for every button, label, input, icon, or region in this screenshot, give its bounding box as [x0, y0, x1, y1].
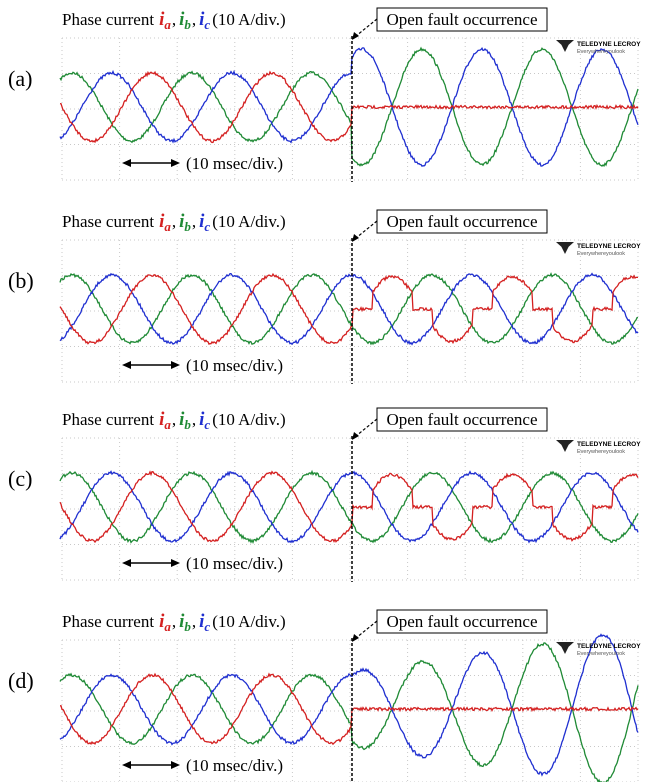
waveform	[60, 635, 638, 776]
time-scale: (10 msec/div.)	[186, 756, 283, 775]
brand: TELEDYNE LECROY	[577, 441, 641, 448]
phase-subscript: b	[184, 619, 191, 634]
panel-label: (b)	[8, 268, 34, 293]
separator: ,	[172, 410, 176, 429]
fault-arrow	[356, 419, 377, 436]
arrowhead	[122, 361, 131, 369]
panel-label: (d)	[8, 668, 34, 693]
title-text: Phase current	[62, 612, 154, 631]
title-text: Phase current	[62, 212, 154, 231]
tagline: Everywhereyoulook	[577, 49, 625, 55]
title-text: (10 A/div.)	[212, 212, 286, 231]
phase-subscript: b	[184, 17, 191, 32]
brand-logo	[556, 440, 574, 452]
phase-subscript: c	[204, 417, 210, 432]
arrowhead	[122, 559, 131, 567]
fault-label: Open fault occurrence	[386, 612, 537, 631]
panel-label: (a)	[8, 66, 32, 91]
time-scale: (10 msec/div.)	[186, 356, 283, 375]
fault-arrowhead	[352, 634, 359, 642]
fault-arrow	[356, 221, 377, 238]
phase-subscript: c	[204, 17, 210, 32]
title-text: (10 A/div.)	[212, 612, 286, 631]
phase-subscript: a	[164, 417, 171, 432]
separator: ,	[192, 612, 196, 631]
fault-arrow	[356, 621, 377, 638]
phase-subscript: b	[184, 219, 191, 234]
arrowhead	[171, 361, 180, 369]
tagline: Everywhereyoulook	[577, 651, 625, 657]
fault-label: Open fault occurrence	[386, 10, 537, 29]
waveform	[60, 48, 638, 166]
separator: ,	[192, 410, 196, 429]
fault-label: Open fault occurrence	[386, 410, 537, 429]
tagline: Everywhereyoulook	[577, 449, 625, 455]
phase-subscript: a	[164, 619, 171, 634]
figure: Open fault occurrence Phase currentia,ib,…	[0, 0, 648, 782]
arrowhead	[171, 159, 180, 167]
arrowhead	[171, 559, 180, 567]
title-text: (10 A/div.)	[212, 10, 286, 29]
separator: ,	[172, 212, 176, 231]
arrowhead	[171, 761, 180, 769]
fault-label: Open fault occurrence	[386, 212, 537, 231]
separator: ,	[192, 212, 196, 231]
arrowhead	[122, 159, 131, 167]
time-scale: (10 msec/div.)	[186, 154, 283, 173]
waveform	[60, 48, 638, 166]
separator: ,	[172, 10, 176, 29]
phase-subscript: a	[164, 219, 171, 234]
panel-label: (c)	[8, 466, 32, 491]
tagline: Everywhereyoulook	[577, 251, 625, 257]
brand: TELEDYNE LECROY	[577, 643, 641, 650]
phase-subscript: c	[204, 619, 210, 634]
brand: TELEDYNE LECROY	[577, 41, 641, 48]
fault-arrowhead	[352, 234, 359, 242]
title-text: (10 A/div.)	[212, 410, 286, 429]
brand-logo	[556, 40, 574, 52]
waveform	[60, 72, 638, 143]
brand: TELEDYNE LECROY	[577, 243, 641, 250]
title-text: Phase current	[62, 10, 154, 29]
brand-logo	[556, 242, 574, 254]
separator: ,	[192, 10, 196, 29]
phase-subscript: a	[164, 17, 171, 32]
arrowhead	[122, 761, 131, 769]
fault-arrowhead	[352, 432, 359, 440]
time-scale: (10 msec/div.)	[186, 554, 283, 573]
separator: ,	[172, 612, 176, 631]
fault-arrowhead	[352, 32, 359, 40]
title-text: Phase current	[62, 410, 154, 429]
brand-logo	[556, 642, 574, 654]
waveform	[60, 643, 638, 782]
fault-arrow	[356, 19, 377, 36]
phase-subscript: c	[204, 219, 210, 234]
phase-subscript: b	[184, 417, 191, 432]
